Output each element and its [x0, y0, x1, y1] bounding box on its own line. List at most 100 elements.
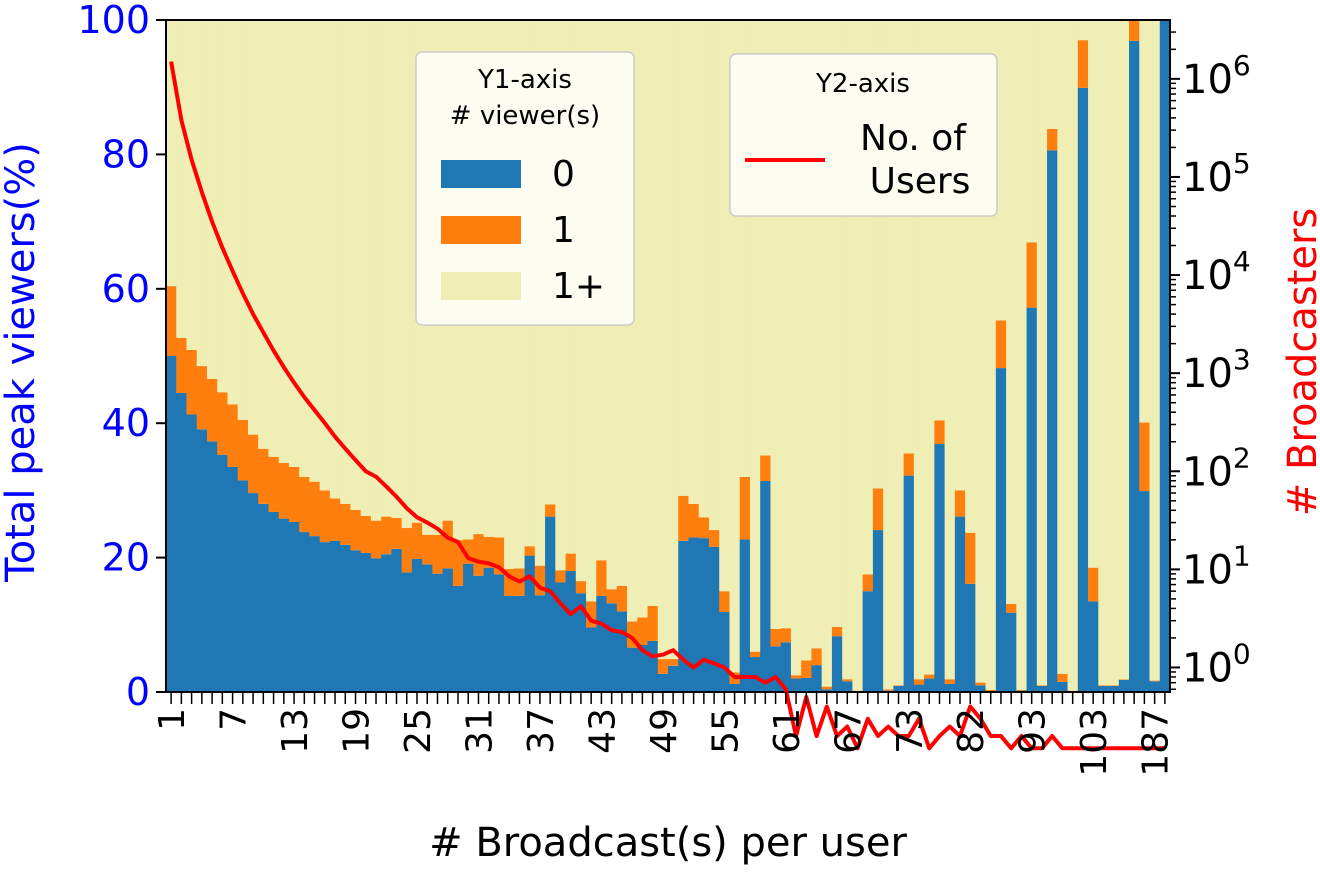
x-tick-label-13: 13 — [275, 708, 316, 754]
bar-1-48 — [657, 659, 669, 674]
bar-1-83 — [1016, 689, 1027, 691]
bar-1+-65 — [831, 20, 843, 627]
bar-0-14 — [309, 536, 321, 692]
bar-1-64 — [821, 686, 833, 690]
y2-tick-label-1: 101 — [1182, 539, 1251, 593]
bar-0-93 — [1118, 679, 1130, 692]
plot-frame — [165, 19, 1171, 693]
bar-1+-58 — [760, 20, 771, 456]
bar-1+-52 — [698, 20, 710, 518]
bar-0-62 — [801, 677, 812, 692]
bar-0-76 — [944, 683, 956, 692]
users-line — [169, 61, 1165, 751]
x-tick-label-82: 82 — [951, 708, 992, 754]
bar-0-52 — [698, 538, 710, 692]
bar-1+-8 — [247, 20, 259, 435]
bar-0-1 — [176, 392, 187, 692]
bar-1-92 — [1108, 685, 1120, 686]
bar-0-69 — [872, 530, 884, 692]
bar-0-91 — [1098, 685, 1109, 692]
bar-0-56 — [739, 539, 751, 692]
bar-1-28 — [452, 540, 464, 586]
bar-1-9 — [258, 448, 269, 504]
bar-0-60 — [780, 642, 792, 692]
bar-0-17 — [340, 544, 351, 692]
bar-0-75 — [934, 444, 946, 692]
bar-1-42 — [596, 560, 607, 596]
bar-0-18 — [350, 550, 362, 692]
bar-1-46 — [637, 617, 648, 645]
bar-1+-75 — [934, 20, 946, 421]
bar-1+-10 — [268, 20, 280, 457]
bar-1-10 — [268, 456, 280, 512]
x-tick-label-61: 61 — [767, 708, 808, 754]
bar-1+-23 — [401, 20, 413, 529]
bar-1-40 — [575, 581, 587, 594]
bar-1-56 — [739, 476, 751, 540]
bar-0-9 — [258, 503, 269, 692]
bar-1+-7 — [237, 20, 249, 420]
bar-1-27 — [442, 520, 454, 569]
bar-1+-91 — [1098, 20, 1109, 686]
bar-1-59 — [770, 628, 782, 647]
bar-0-27 — [442, 568, 454, 692]
bar-1-51 — [688, 503, 700, 538]
legend-y2-label-line2: Users — [870, 161, 971, 202]
legend-y1-title-line1: Y1-axis — [477, 65, 572, 95]
bar-1-62 — [801, 660, 812, 678]
bar-1-71 — [893, 685, 905, 686]
bar-1-37 — [545, 504, 556, 517]
bar-1-0 — [166, 286, 177, 356]
x-tick-label-103: 103 — [1074, 708, 1115, 777]
bar-1+-2 — [186, 20, 198, 350]
y2-tick-exponent-5: 5 — [1233, 147, 1251, 180]
bar-1+-76 — [944, 20, 956, 680]
bar-1-77 — [954, 490, 966, 517]
bar-1-17 — [340, 503, 351, 545]
bar-1+-63 — [811, 20, 823, 649]
x-tick-label-73: 73 — [890, 708, 931, 754]
bar-1+-72 — [903, 20, 915, 454]
bar-1-53 — [708, 530, 720, 547]
bar-0-95 — [1139, 491, 1150, 692]
bar-0-64 — [821, 689, 833, 692]
bar-0-28 — [452, 585, 464, 692]
bar-1-33 — [504, 569, 515, 596]
x-tick-label-43: 43 — [582, 708, 623, 754]
bar-1+-20 — [370, 20, 382, 521]
bar-1+-57 — [749, 20, 761, 652]
y2-tick-exponent-2: 2 — [1233, 441, 1251, 474]
bar-1-85 — [1036, 685, 1048, 686]
bar-1+-95 — [1139, 20, 1150, 423]
bar-0-7 — [237, 480, 249, 692]
legend-y2-box — [729, 53, 998, 217]
bar-1+-71 — [893, 20, 905, 686]
bar-1-58 — [760, 455, 771, 481]
bar-1+-18 — [350, 20, 362, 510]
bar-1-96 — [1149, 680, 1161, 682]
bar-1+-55 — [729, 20, 741, 673]
bar-0-5 — [217, 454, 228, 692]
x-tick-label-55: 55 — [705, 708, 746, 754]
bar-0-82 — [1006, 612, 1017, 692]
bar-0-46 — [637, 644, 648, 692]
bar-1-81 — [995, 320, 1007, 369]
bar-0-37 — [545, 516, 556, 692]
y1-tick-label-20: 20 — [102, 536, 150, 580]
y-axis-label: Total peak viewers(%) — [0, 142, 44, 583]
bar-0-24 — [411, 558, 423, 692]
bar-0-49 — [668, 665, 679, 692]
bar-1-60 — [780, 628, 792, 643]
y2-tick-exponent-0: 0 — [1233, 637, 1251, 670]
bar-0-12 — [288, 521, 300, 692]
bar-1-21 — [381, 516, 392, 555]
bar-0-85 — [1036, 685, 1048, 692]
bar-0-86 — [1047, 150, 1058, 692]
bar-1-3 — [196, 366, 208, 430]
bar-1+-1 — [176, 20, 187, 338]
bar-1+-47 — [647, 20, 659, 606]
bar-1+-77 — [954, 20, 966, 491]
bar-1+-15 — [319, 20, 331, 491]
bar-1-39 — [565, 553, 577, 572]
bar-1+-11 — [278, 20, 290, 463]
